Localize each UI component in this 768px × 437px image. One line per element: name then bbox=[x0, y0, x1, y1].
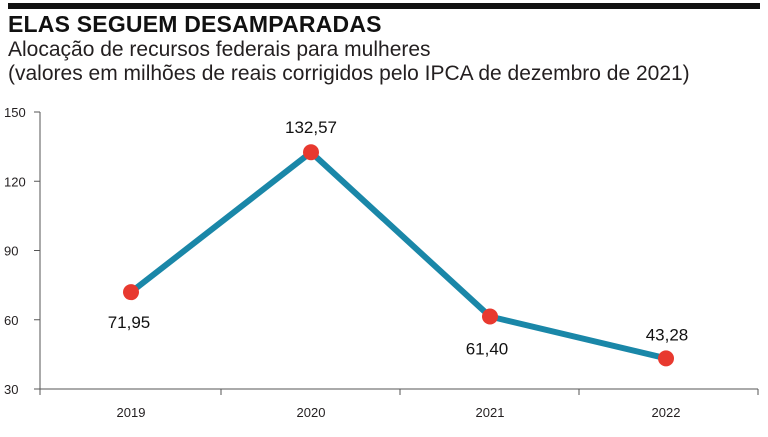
series-group: 71,95 132,57 61,40 43,28 bbox=[108, 118, 689, 367]
x-tick-label-2019: 2019 bbox=[117, 405, 146, 420]
y-axis: 30 60 90 120 150 bbox=[4, 105, 41, 397]
x-tick-label-2021: 2021 bbox=[476, 405, 505, 420]
x-axis: 2019 2020 2021 2022 bbox=[39, 388, 759, 420]
data-point-2020 bbox=[303, 144, 319, 161]
y-tick-label-120: 120 bbox=[4, 174, 26, 189]
x-tick-label-2020: 2020 bbox=[297, 405, 326, 420]
data-point-2021 bbox=[482, 308, 498, 325]
y-tick-label-60: 60 bbox=[4, 313, 18, 328]
x-tick-label-2022: 2022 bbox=[652, 405, 681, 420]
data-point-2022 bbox=[658, 350, 674, 367]
y-tick-label-90: 90 bbox=[4, 244, 18, 259]
data-label-2021: 61,40 bbox=[466, 340, 509, 359]
data-label-2020: 132,57 bbox=[285, 118, 337, 137]
chart-subtitle-line-2: (valores em milhões de reais corrigidos … bbox=[8, 62, 690, 85]
y-ticks-group: 30 60 90 120 150 bbox=[4, 105, 40, 397]
data-label-2019: 71,95 bbox=[108, 313, 151, 332]
series-line bbox=[128, 149, 669, 362]
chart-title: ELAS SEGUEM DESAMPARADAS bbox=[8, 11, 382, 37]
y-tick-label-150: 150 bbox=[4, 105, 26, 120]
chart-subtitle-line-1: Alocação de recursos federais para mulhe… bbox=[8, 38, 431, 61]
y-tick-label-30: 30 bbox=[4, 382, 18, 397]
x-ticks-group: 2019 2020 2021 2022 bbox=[39, 389, 759, 420]
data-label-2022: 43,28 bbox=[646, 325, 689, 344]
data-point-2019 bbox=[123, 284, 139, 301]
top-rule bbox=[8, 3, 760, 9]
